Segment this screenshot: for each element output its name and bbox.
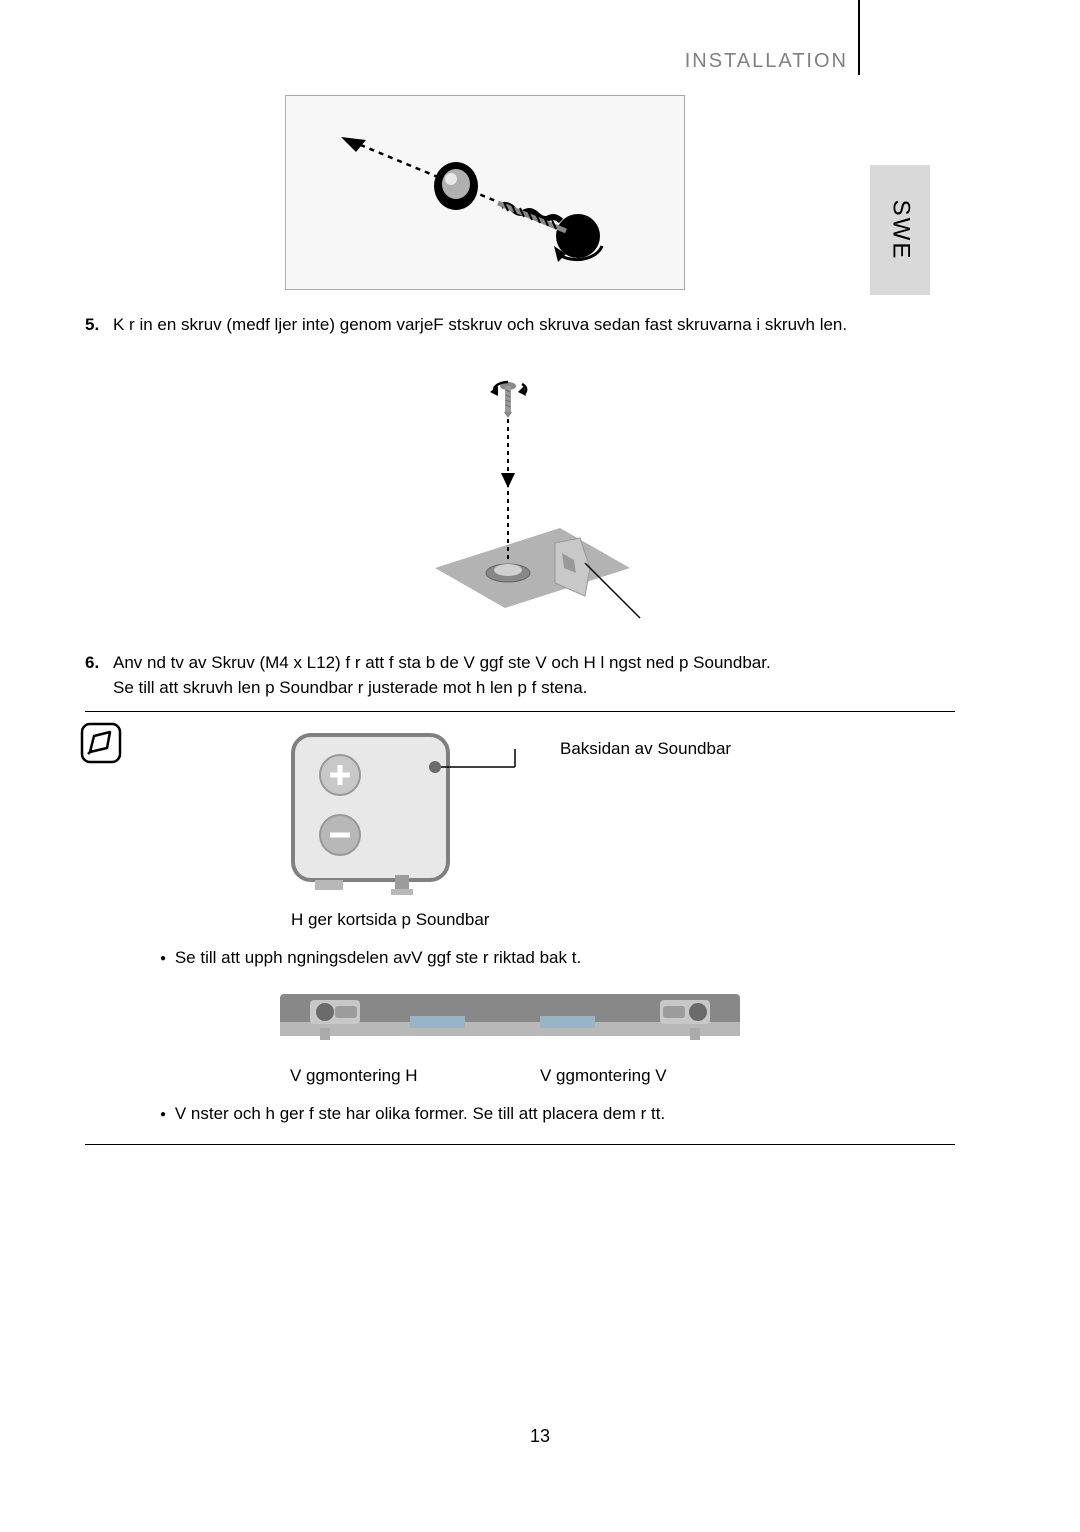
step6-line2: Se till att skruvh len p Soundbar r just…	[85, 678, 587, 697]
figure-bracket-mount	[85, 368, 955, 628]
figure-wall-mount-bar: V ggmontering H V ggmontering V	[280, 986, 955, 1086]
label-mount-right: V ggmontering V	[540, 1066, 667, 1086]
note-section: Baksidan av Soundbar H ger kortsida p So…	[85, 711, 955, 1145]
caption-right-side: H ger kortsida p Soundbar	[291, 910, 955, 930]
section-title: INSTALLATION	[685, 50, 848, 73]
note-icon	[80, 722, 122, 764]
step5-body: K r in en skruv (medf ljer inte) genom v…	[113, 315, 847, 334]
step5-number: 5.	[85, 312, 113, 338]
figure-soundbar-back: Baksidan av Soundbar H ger kortsida p So…	[285, 727, 955, 930]
figure-screw-anchor	[285, 95, 685, 290]
page-number: 13	[0, 1426, 1080, 1447]
header-vertical-rule	[858, 0, 860, 75]
label-mount-left: V ggmontering H	[280, 1066, 540, 1086]
note-bullet-1: Se till att upph ngningsdelen avV ggf st…	[85, 948, 955, 968]
note-bullet-2: V nster och h ger f ste har olika former…	[85, 1104, 955, 1124]
callout-back-label: Baksidan av Soundbar	[560, 739, 731, 759]
step6-text: 6.Anv nd tv av Skruv (M4 x L12) f r att …	[85, 650, 955, 701]
step5-text: 5.K r in en skruv (medf ljer inte) genom…	[85, 312, 955, 338]
step6-line1: Anv nd tv av Skruv (M4 x L12) f r att f …	[113, 653, 771, 672]
step6-number: 6.	[85, 650, 113, 676]
